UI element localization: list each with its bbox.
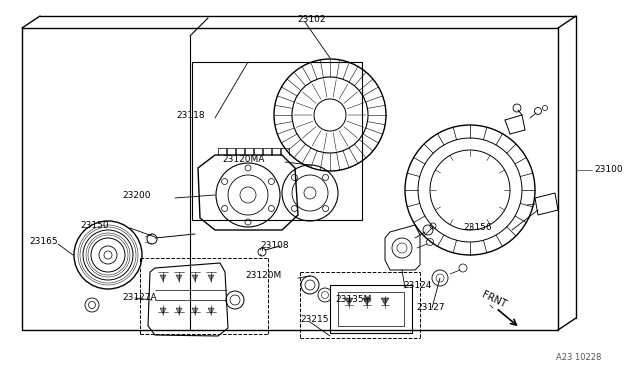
Text: 23156: 23156 [463, 224, 492, 232]
Text: 23118: 23118 [176, 112, 205, 121]
Text: 23215: 23215 [300, 315, 328, 324]
Text: 23102: 23102 [297, 16, 326, 25]
Bar [338, 292, 404, 326]
Bar [330, 285, 412, 333]
Text: 23135M: 23135M [335, 295, 371, 305]
Polygon shape [192, 308, 198, 314]
Text: FRNT: FRNT [480, 290, 508, 310]
Text: 23127A: 23127A [122, 294, 157, 302]
Text: 23200: 23200 [122, 192, 150, 201]
Polygon shape [176, 275, 182, 281]
Polygon shape [381, 298, 389, 305]
Text: 23120MA: 23120MA [222, 155, 264, 164]
Text: 23120M: 23120M [245, 272, 281, 280]
Text: 23124: 23124 [403, 282, 431, 291]
Polygon shape [208, 308, 214, 314]
Text: A23 10228: A23 10228 [556, 353, 602, 362]
Text: 23127: 23127 [416, 302, 445, 311]
Polygon shape [160, 275, 166, 281]
Polygon shape [176, 308, 182, 314]
Polygon shape [208, 275, 214, 281]
Polygon shape [363, 298, 371, 305]
Text: 23100: 23100 [594, 166, 623, 174]
Polygon shape [192, 275, 198, 281]
Polygon shape [345, 298, 353, 305]
Text: 23108: 23108 [260, 241, 289, 250]
Polygon shape [160, 308, 166, 314]
Text: 23165: 23165 [29, 237, 58, 247]
Text: 23150: 23150 [80, 221, 109, 231]
